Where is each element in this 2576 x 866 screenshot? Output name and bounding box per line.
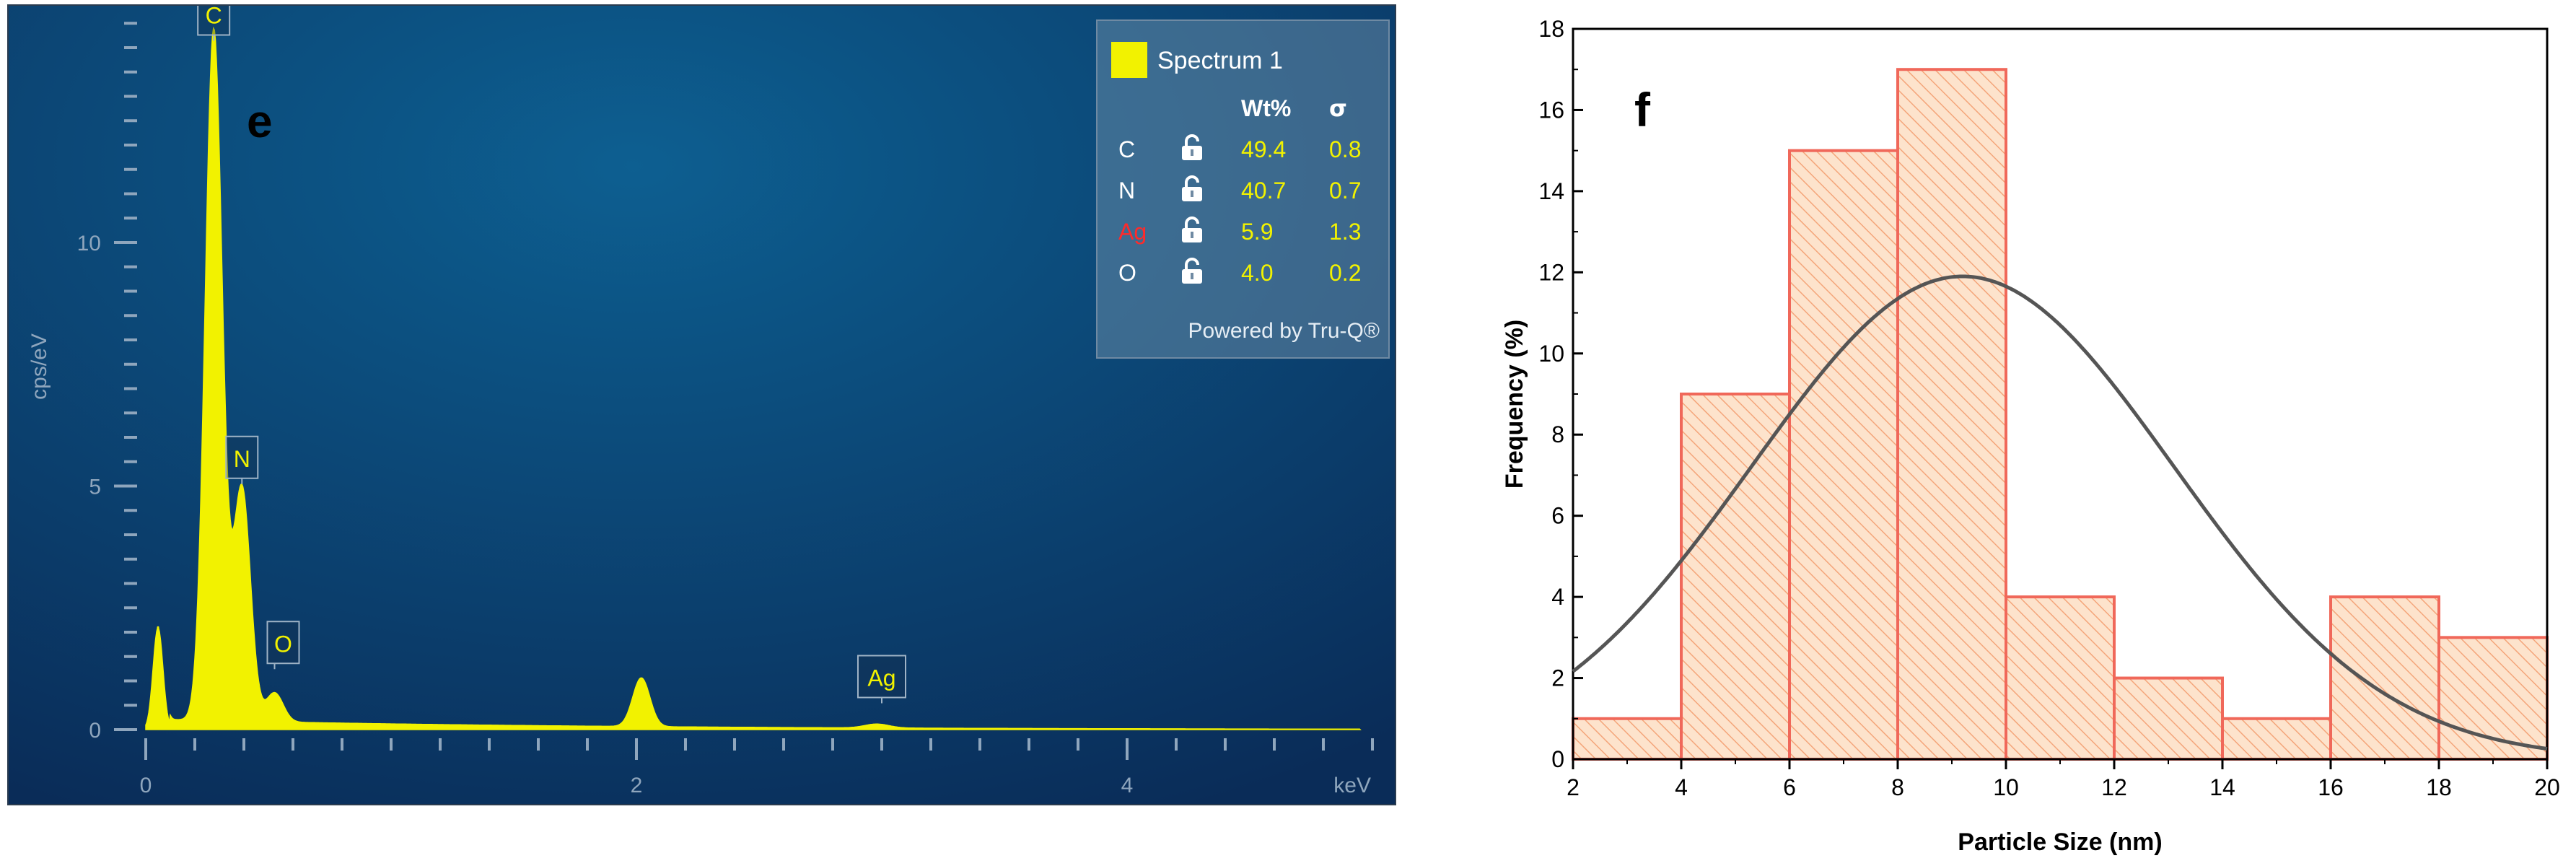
histogram-bar: [2005, 595, 2116, 761]
element-label-o: O: [266, 621, 300, 670]
y-tick-label: 2: [1551, 665, 1564, 691]
element-label-n: N: [225, 435, 259, 484]
histogram-bar: [1788, 149, 1899, 761]
element-label-text: N: [234, 446, 250, 472]
x-tick-label: 4: [1121, 774, 1134, 797]
element-label-text: Ag: [867, 665, 895, 691]
legend-footer: Powered by Tru-Q®: [1188, 319, 1380, 343]
x-tick-label: 10: [1993, 774, 2019, 800]
legend-wt-value: 5.9: [1241, 219, 1273, 245]
histogram-panel: 0 2 4 6 8 10 12 14 16 18 2 4 6 8 10 12 14 16 18 20 f Partic…: [1450, 0, 2576, 866]
spectrum-peak: [157, 626, 159, 629]
legend-series-name: Spectrum 1: [1157, 47, 1283, 74]
legend-row: Ag 5.9 1.3: [1118, 216, 1361, 245]
legend-wt-value: 40.7: [1241, 178, 1286, 204]
legend-sigma-value: 0.2: [1329, 260, 1361, 286]
y-tick-label: 16: [1538, 97, 1564, 123]
legend-element: Ag: [1118, 219, 1147, 245]
histogram-bar: [2329, 595, 2440, 761]
x-tick-label: 14: [2209, 774, 2235, 800]
histogram-bar: [1680, 393, 1791, 761]
spectrum-peak: [240, 494, 243, 497]
y-tick-label: 10: [1538, 341, 1564, 367]
legend-wt-value: 4.0: [1241, 260, 1273, 286]
y-tick-label: 8: [1551, 421, 1564, 447]
histogram-bar: [2221, 717, 2332, 761]
y-axis-label: Frequency (%): [1501, 320, 1528, 489]
legend-element: N: [1118, 178, 1135, 204]
lock-icon: [1182, 175, 1202, 201]
histogram-bar: [1572, 717, 1683, 761]
lock-icon: [1182, 134, 1202, 160]
x-tick-label: 8: [1891, 774, 1904, 800]
x-tick-label: 16: [2318, 774, 2344, 800]
legend-sigma-value: 0.8: [1329, 136, 1361, 162]
y-tick-label: 18: [1538, 16, 1564, 42]
panel-label-e: e: [247, 95, 273, 147]
element-label-ag: Ag: [857, 655, 906, 704]
x-tick-label: 20: [2534, 774, 2560, 800]
legend-header-sigma: σ: [1329, 95, 1347, 122]
spectrum-peak: [875, 725, 878, 727]
y-tick-label: 14: [1538, 178, 1564, 204]
legend-row: O 4.0 0.2: [1118, 258, 1361, 286]
legend-element: O: [1118, 260, 1136, 286]
x-tick-label: 2: [1567, 774, 1580, 800]
panel-label-f: f: [1634, 83, 1651, 136]
element-label-text: O: [274, 631, 292, 657]
spectrum-peak: [640, 680, 643, 682]
x-tick-label: 0: [140, 774, 152, 797]
x-axis-label: keV: [1333, 774, 1371, 797]
lock-icon: [1182, 216, 1202, 242]
y-tick-label: 0: [1551, 746, 1564, 772]
x-tick-label: 6: [1783, 774, 1796, 800]
x-tick-label: 12: [2101, 774, 2127, 800]
x-tick-label: 4: [1675, 774, 1688, 800]
element-label-text: C: [206, 6, 222, 29]
y-axis-label: cps/eV: [27, 333, 51, 400]
y-tick-label: 12: [1538, 259, 1564, 285]
y-tick-label: 10: [77, 232, 101, 255]
y-tick-label: 0: [89, 719, 101, 743]
legend-header-wt: Wt%: [1241, 95, 1291, 121]
y-tick-label: 5: [89, 476, 101, 499]
legend-sigma-value: 1.3: [1329, 219, 1361, 245]
spectrum-peak: [273, 699, 276, 701]
histogram-bar: [2437, 636, 2549, 761]
legend-swatch: [1111, 42, 1147, 78]
legend-row: N 40.7 0.7: [1118, 175, 1361, 204]
legend-sigma-value: 0.7: [1329, 178, 1361, 204]
spectrum-trace: [145, 26, 1362, 730]
x-axis-label: Particle Size (nm): [1958, 828, 2162, 856]
legend-wt-value: 49.4: [1241, 136, 1286, 162]
element-label-c: C: [197, 6, 231, 41]
y-tick-label: 4: [1551, 584, 1564, 610]
histogram-bar: [1896, 68, 2007, 761]
legend-element: C: [1118, 136, 1135, 162]
histogram-bar: [2113, 676, 2224, 761]
x-tick-label: 18: [2426, 774, 2452, 800]
normal-fit-curve: [1572, 274, 2548, 751]
x-tick-label: 2: [631, 774, 643, 797]
legend-row: C 49.4 0.8: [1118, 134, 1361, 162]
lock-icon: [1182, 258, 1202, 284]
y-tick-label: 6: [1551, 503, 1564, 529]
